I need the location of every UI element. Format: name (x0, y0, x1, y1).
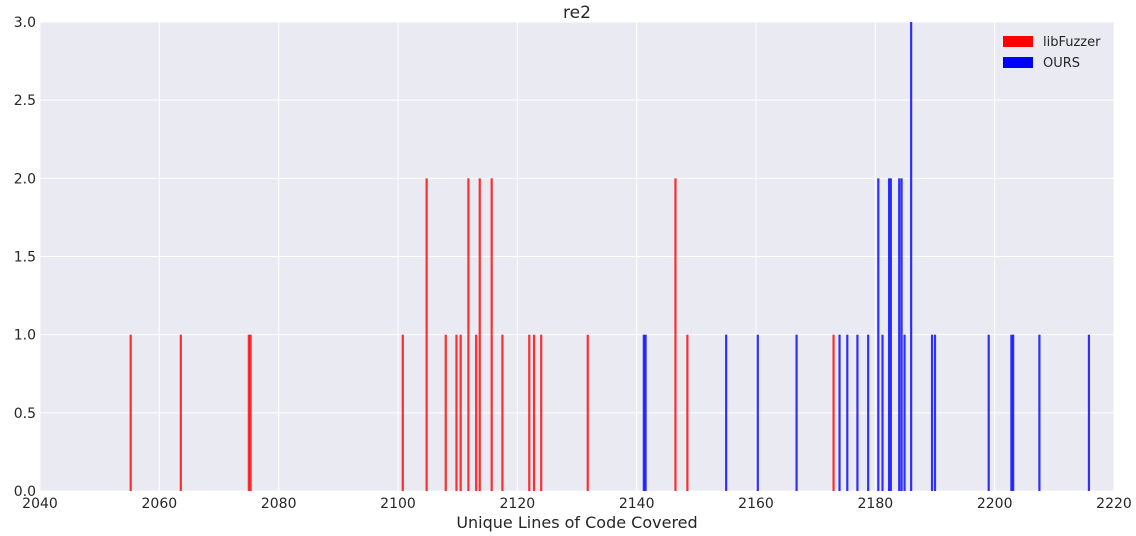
bar-ours (910, 22, 913, 491)
y-tick-label: 2.5 (14, 93, 36, 109)
bar-ours (930, 334, 934, 491)
y-tick-label: 2.0 (14, 171, 36, 187)
x-tick-label: 2160 (738, 496, 774, 512)
bar-ours (1087, 334, 1091, 491)
bar-libfuzzer (467, 178, 470, 492)
legend-swatch-ours (1003, 57, 1033, 68)
x-tick-label: 2120 (500, 496, 536, 512)
bar-ours (644, 334, 647, 491)
chart-title: re2 (563, 3, 591, 23)
legend: libFuzzer OURS (1003, 35, 1101, 71)
bar-ours (856, 334, 859, 491)
bar-ours (903, 334, 906, 491)
bar-libfuzzer (179, 334, 182, 491)
bar-ours (898, 178, 901, 492)
bar-libfuzzer (249, 334, 252, 491)
x-axis-label: Unique Lines of Code Covered (456, 513, 697, 532)
bar-ours (889, 178, 892, 492)
bar-ours (846, 334, 849, 491)
bar-ours (1038, 334, 1041, 491)
bar-libfuzzer (129, 334, 132, 491)
bar-ours (1010, 334, 1013, 491)
x-tick-label: 2180 (858, 496, 894, 512)
bar-libfuzzer (501, 334, 504, 491)
bar-ours (642, 334, 645, 491)
bar-libfuzzer (459, 334, 462, 491)
bar-libfuzzer (686, 334, 689, 491)
bar-ours (887, 178, 891, 492)
bar-libfuzzer (490, 178, 493, 492)
x-tick-label: 2200 (977, 496, 1013, 512)
bar-libfuzzer (247, 334, 250, 491)
bar-ours (933, 334, 937, 491)
y-tick-label: 0.5 (14, 406, 36, 422)
bar-libfuzzer (674, 178, 677, 492)
bar-ours (900, 178, 903, 492)
bar-ours (987, 334, 990, 491)
bar-libfuzzer (401, 334, 404, 491)
x-tick-label: 2140 (619, 496, 655, 512)
bar-ours (756, 334, 759, 491)
bar-libfuzzer (832, 334, 835, 491)
x-tick-label: 2220 (1096, 496, 1132, 512)
legend-label-libfuzzer: libFuzzer (1043, 35, 1101, 50)
bar-libfuzzer (532, 334, 536, 491)
bar-ours (877, 178, 880, 492)
y-tick-label: 1.5 (14, 250, 36, 266)
x-tick-label: 2040 (22, 496, 58, 512)
bar-libfuzzer (540, 334, 543, 491)
bar-ours (725, 334, 728, 491)
bar-libfuzzer (444, 334, 447, 491)
bar-ours (1012, 334, 1015, 491)
bar-ours (795, 334, 798, 491)
legend-swatch-libfuzzer (1003, 36, 1033, 47)
bar-libfuzzer (425, 178, 428, 492)
bar-ours (838, 334, 841, 491)
y-tick-labels: 0.0 0.5 1.0 1.5 2.0 2.5 3.0 (14, 15, 36, 500)
bar-ours (867, 334, 870, 491)
bars (129, 22, 1091, 492)
x-tick-label: 2060 (142, 496, 178, 512)
bar-libfuzzer (455, 334, 458, 491)
bar-libfuzzer (586, 334, 589, 491)
bar-libfuzzer (478, 178, 481, 492)
x-tick-label: 2080 (261, 496, 297, 512)
y-tick-label: 1.0 (14, 328, 36, 344)
y-tick-label: 3.0 (14, 15, 36, 31)
y-tick-label: 0.0 (14, 484, 36, 500)
x-tick-label: 2100 (380, 496, 416, 512)
legend-label-ours: OURS (1043, 56, 1080, 71)
x-tick-labels: 2040 2060 2080 2100 2120 2140 2160 2180 2200 2220 (22, 496, 1132, 512)
bar-ours (881, 334, 884, 491)
bar-libfuzzer (475, 334, 478, 491)
bar-libfuzzer (528, 334, 531, 491)
